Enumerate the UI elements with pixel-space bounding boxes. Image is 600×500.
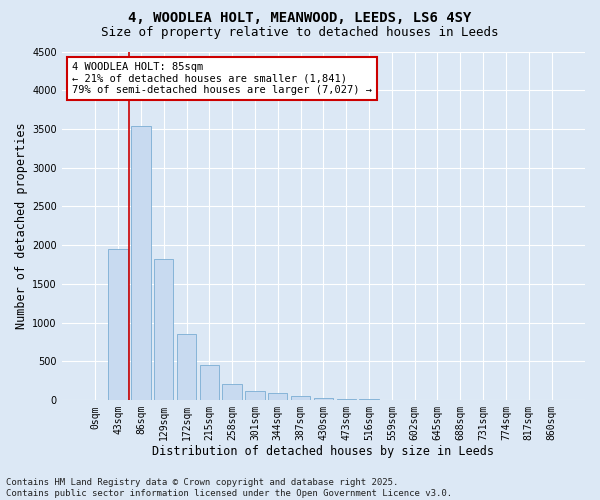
Bar bbox=[200, 365, 219, 400]
Bar bbox=[314, 398, 333, 400]
Y-axis label: Number of detached properties: Number of detached properties bbox=[15, 122, 28, 329]
Text: Contains HM Land Registry data © Crown copyright and database right 2025.
Contai: Contains HM Land Registry data © Crown c… bbox=[6, 478, 452, 498]
Bar bbox=[154, 259, 173, 400]
X-axis label: Distribution of detached houses by size in Leeds: Distribution of detached houses by size … bbox=[152, 444, 494, 458]
Text: 4, WOODLEA HOLT, MEANWOOD, LEEDS, LS6 4SY: 4, WOODLEA HOLT, MEANWOOD, LEEDS, LS6 4S… bbox=[128, 11, 472, 25]
Bar bbox=[337, 398, 356, 400]
Bar bbox=[109, 249, 128, 400]
Bar bbox=[131, 126, 151, 400]
Bar bbox=[268, 393, 287, 400]
Bar bbox=[177, 334, 196, 400]
Bar bbox=[291, 396, 310, 400]
Text: 4 WOODLEA HOLT: 85sqm
← 21% of detached houses are smaller (1,841)
79% of semi-d: 4 WOODLEA HOLT: 85sqm ← 21% of detached … bbox=[72, 62, 372, 95]
Bar bbox=[223, 384, 242, 400]
Text: Size of property relative to detached houses in Leeds: Size of property relative to detached ho… bbox=[101, 26, 499, 39]
Bar bbox=[245, 391, 265, 400]
